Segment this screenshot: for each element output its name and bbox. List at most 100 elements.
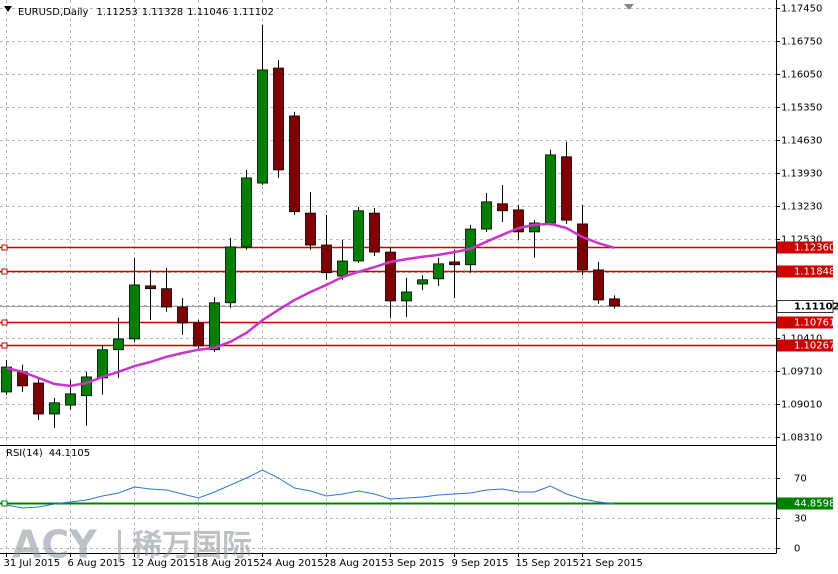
- y-tick-label: 1.09710: [781, 367, 822, 378]
- candle-body: [321, 244, 332, 274]
- indicator-value: 44.1105: [49, 448, 90, 459]
- indicator-level-box: [777, 497, 833, 510]
- x-tick-label: 6 Aug 2015: [68, 558, 126, 569]
- header-open: 1.11253: [96, 7, 137, 18]
- level-handle: [1, 319, 8, 326]
- moving-average-line: [6, 222, 615, 388]
- level-label-box: [777, 241, 833, 254]
- x-tick-label: 18 Aug 2015: [196, 558, 260, 569]
- header-low: 1.11046: [187, 7, 228, 18]
- candle-body: [289, 115, 300, 213]
- candle-body: [273, 67, 284, 171]
- level-label: 1.12360: [794, 243, 835, 254]
- candle-body: [257, 69, 268, 184]
- y-tick-label: 70: [794, 474, 807, 485]
- current-price-label: 1.11102: [794, 302, 838, 313]
- y-tick-label: 1.08310: [781, 433, 822, 444]
- x-tick-label: 15 Sep 2015: [516, 558, 579, 569]
- candle-body: [449, 261, 460, 266]
- candle-body: [65, 393, 76, 406]
- candle-body: [353, 210, 364, 262]
- current-price-box: [776, 300, 834, 313]
- candle-body: [593, 269, 604, 301]
- candle-body: [417, 279, 428, 285]
- y-tick-label: 1.14630: [781, 136, 822, 147]
- candle-body: [209, 302, 220, 351]
- indicator-name: RSI(14): [6, 448, 43, 459]
- level-label-box: [777, 265, 833, 278]
- candle-body: [305, 212, 316, 246]
- candle-body: [561, 156, 572, 221]
- candle-body: [97, 349, 108, 379]
- level-handle: [1, 500, 8, 507]
- x-tick-label: 9 Sep 2015: [452, 558, 509, 569]
- candle-body: [145, 285, 156, 290]
- x-tick-label: 21 Sep 2015: [580, 558, 643, 569]
- indicator-level-label: 44.8598: [794, 499, 835, 510]
- candle-body: [481, 201, 492, 230]
- y-tick-label: 1.09010: [781, 400, 822, 411]
- y-tick-label: 1.12530: [781, 235, 822, 246]
- chart-header: EURUSD,Daily 1.11253 1.11328 1.11046 1.11102: [18, 7, 274, 18]
- y-tick-label: 1.16750: [781, 37, 822, 48]
- candle-body: [385, 251, 396, 302]
- menu-arrow[interactable]: [4, 6, 12, 12]
- y-tick-label: 30: [794, 514, 807, 525]
- watermark-brand: ACY: [12, 523, 97, 567]
- candle-body: [81, 376, 92, 397]
- x-tick-label: 24 Aug 2015: [260, 558, 324, 569]
- candle-body: [161, 288, 172, 308]
- shift-marker[interactable]: [624, 4, 634, 10]
- x-tick-label: 28 Aug 2015: [324, 558, 388, 569]
- candle-body: [545, 154, 556, 224]
- candle-body: [113, 338, 124, 351]
- watermark-text: 稀万国际: [132, 529, 252, 564]
- indicator-header: RSI(14) 44.1105: [6, 448, 90, 459]
- level-handle: [1, 268, 8, 275]
- y-tick-label: 1.15350: [781, 103, 822, 114]
- candle-body: [433, 263, 444, 280]
- y-tick-label: 0: [794, 544, 800, 555]
- x-tick-label: 12 Aug 2015: [132, 558, 196, 569]
- candle-body: [1, 366, 12, 393]
- candle-body: [513, 209, 524, 233]
- candle-body: [337, 260, 348, 277]
- candle-body: [369, 212, 380, 253]
- watermark-divider: [118, 530, 121, 562]
- header-close: 1.11102: [233, 7, 274, 18]
- candle-body: [577, 223, 588, 271]
- y-tick-label: 1.13930: [781, 169, 822, 180]
- candle-body: [401, 291, 412, 302]
- candle-body: [193, 322, 204, 347]
- candle-body: [177, 306, 188, 324]
- level-label-box: [777, 316, 833, 329]
- marks-layer: [0, 24, 776, 509]
- level-label: 1.11848: [794, 267, 835, 278]
- x-tick-label: 3 Sep 2015: [388, 558, 445, 569]
- y-tick-label: 1.13230: [781, 202, 822, 213]
- y-tick-label: 1.10410: [781, 334, 822, 345]
- candle-body: [49, 402, 60, 415]
- chart-title: EURUSD,Daily: [18, 7, 89, 18]
- level-label: 1.10761: [794, 318, 835, 329]
- candle-body: [529, 222, 540, 233]
- level-handle: [1, 244, 8, 251]
- level-handle: [1, 342, 8, 349]
- y-tick-label: 1.16050: [781, 70, 822, 81]
- candle-body: [241, 177, 252, 248]
- rsi-line: [6, 469, 615, 509]
- watermark: ACY 稀万国际: [12, 523, 252, 567]
- candle-body: [129, 284, 140, 340]
- candle-body: [225, 246, 236, 304]
- candle-body: [33, 382, 44, 415]
- level-label-box: [777, 339, 833, 352]
- x-tick-label: 31 Jul 2015: [4, 558, 61, 569]
- candle-body: [497, 203, 508, 212]
- header-high: 1.11328: [142, 7, 183, 18]
- level-label: 1.10267: [794, 341, 835, 352]
- candle-body: [609, 298, 620, 307]
